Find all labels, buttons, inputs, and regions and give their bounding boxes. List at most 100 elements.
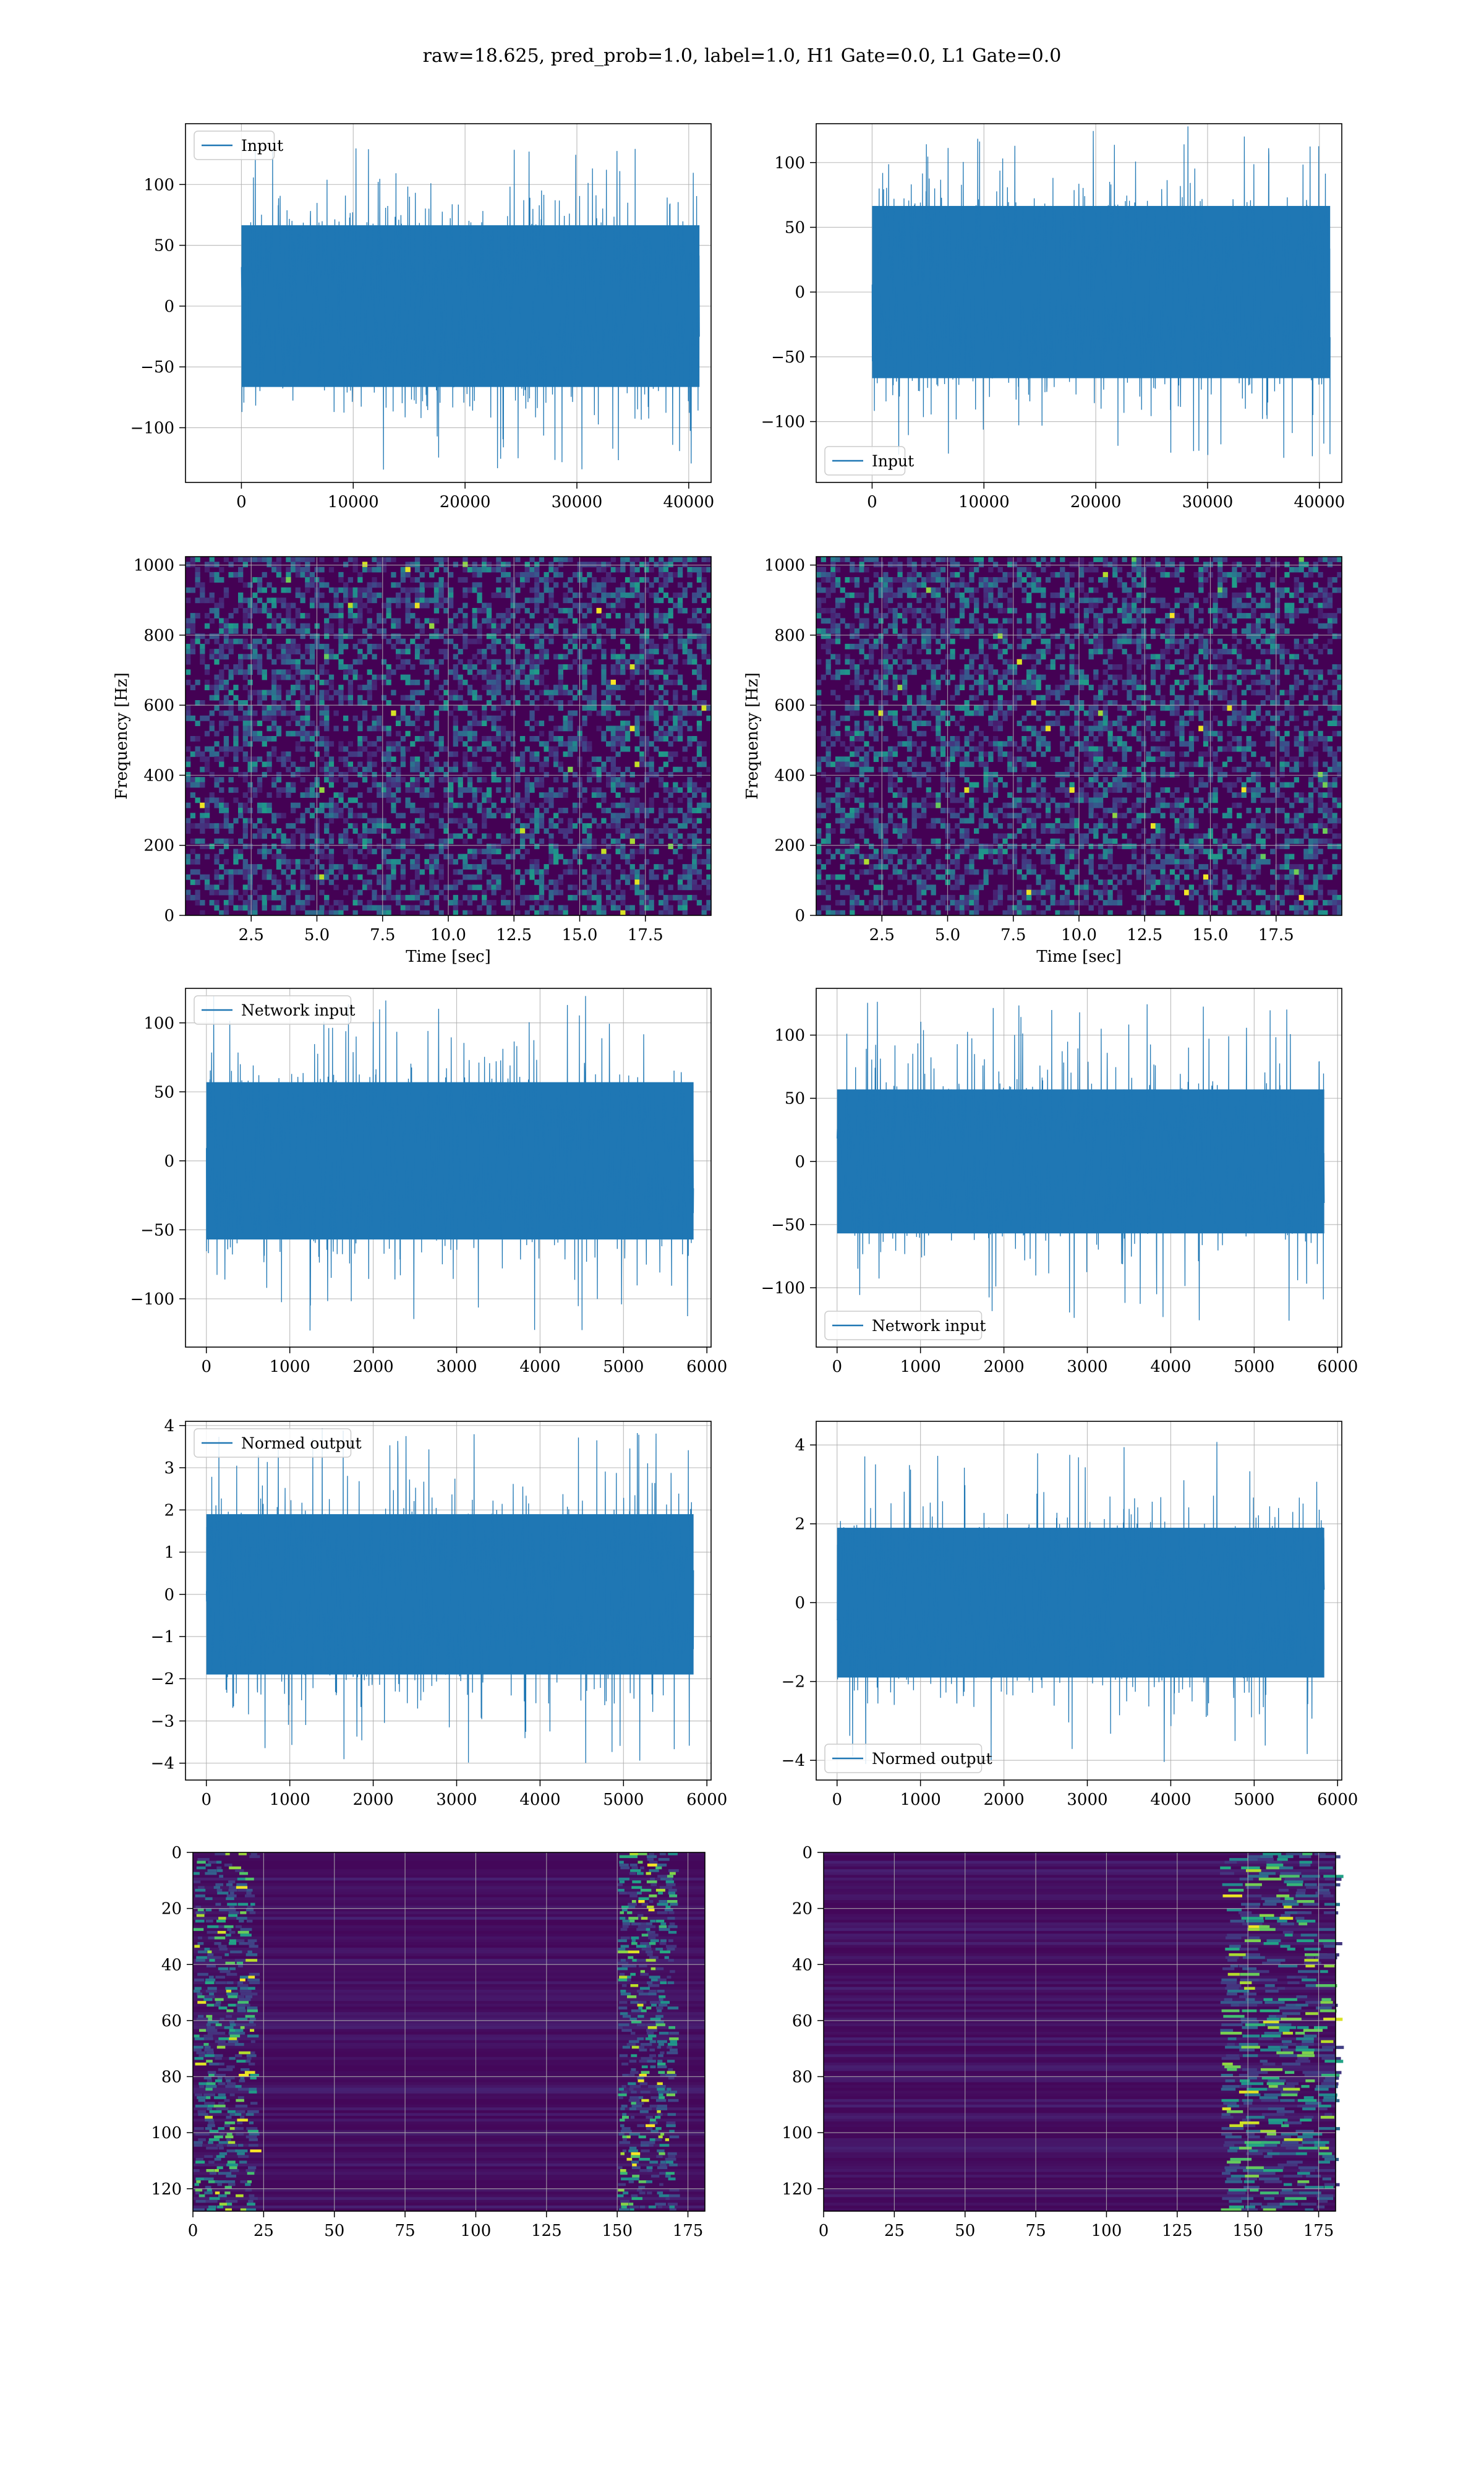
heat-cell <box>591 587 597 593</box>
heat-cell <box>906 766 913 773</box>
heat-cell <box>978 854 984 860</box>
heat-cell <box>352 562 358 568</box>
heat-cell <box>352 659 358 665</box>
heat-cell <box>706 905 712 911</box>
heat-cell <box>267 690 272 696</box>
heat-cell <box>1002 741 1008 747</box>
heat-cell <box>992 813 999 819</box>
heat-cell <box>916 571 922 578</box>
heat-cell <box>916 746 922 752</box>
heat-cell <box>1012 607 1018 614</box>
heat-cell <box>936 730 941 737</box>
heat-cell <box>410 838 416 844</box>
heat-cell <box>482 607 487 614</box>
heat-cell <box>591 905 597 911</box>
heat-cell <box>186 710 191 716</box>
heat-cell <box>333 587 339 593</box>
heat-cell <box>850 730 855 737</box>
heat-cell <box>505 577 511 583</box>
heat-cell <box>959 602 965 609</box>
heat-cell <box>486 567 492 573</box>
heat-cell <box>644 833 650 839</box>
heat-cell <box>396 741 401 747</box>
heat-cell <box>228 838 234 844</box>
heat-cell <box>501 567 506 573</box>
heat-cell <box>677 721 683 726</box>
x-tick-label: 0 <box>236 493 247 511</box>
heat-cell <box>558 607 564 614</box>
heat-cell <box>835 808 841 813</box>
heat-cell <box>477 808 482 813</box>
heat-cell <box>692 557 697 562</box>
heat-cell <box>821 864 827 870</box>
heat-cell <box>510 756 516 762</box>
heat-cell <box>701 741 707 747</box>
heat-cell <box>223 844 229 849</box>
heat-cell <box>1002 813 1008 819</box>
heat-cell <box>978 880 984 885</box>
heat-cell <box>696 577 702 583</box>
heat-cell <box>883 659 889 665</box>
heat-cell <box>529 782 535 788</box>
heat-cell <box>209 597 215 604</box>
heat-cell <box>854 797 860 803</box>
heat-cell <box>568 838 573 844</box>
heat-cell <box>214 638 220 644</box>
heat-cell <box>319 582 325 588</box>
heat-cell <box>591 643 597 649</box>
heat-cell <box>214 659 220 665</box>
heat-cell <box>443 854 449 860</box>
heat-cell <box>816 679 822 685</box>
heat-cell <box>501 746 506 752</box>
heat-cell <box>964 761 970 768</box>
heat-cell <box>558 792 564 798</box>
heat-cell <box>424 833 430 839</box>
heat-cell <box>242 638 249 644</box>
heat-cell <box>219 643 224 649</box>
heat-cell <box>410 880 416 885</box>
heat-cell <box>515 772 521 777</box>
heat-cell <box>219 654 224 660</box>
heat-cell <box>367 849 372 855</box>
heat-cell <box>267 726 272 732</box>
heat-cell <box>625 593 631 598</box>
heat-cell <box>639 643 645 649</box>
heat-cell <box>501 900 506 905</box>
heat-cell <box>706 874 712 880</box>
heat-cell <box>701 705 707 711</box>
heat-cell <box>629 874 635 880</box>
heat-cell <box>615 613 621 618</box>
heat-cell <box>228 623 234 629</box>
heat-cell <box>845 884 850 891</box>
heat-cell <box>242 685 249 690</box>
heat-cell <box>309 643 315 649</box>
heat-cell <box>997 567 1003 573</box>
heat-cell <box>639 900 645 905</box>
heat-cell <box>333 910 339 916</box>
heat-cell <box>988 741 994 747</box>
heat-cell <box>663 751 669 757</box>
heat-cell <box>247 910 253 916</box>
heat-cell <box>974 669 979 675</box>
heat-cell <box>381 792 387 798</box>
heat-cell <box>955 593 960 598</box>
heat-cell <box>453 726 459 732</box>
heat-cell <box>1002 715 1008 721</box>
heat-cell <box>663 577 669 583</box>
heat-cell <box>295 649 301 654</box>
heat-cell <box>921 659 927 665</box>
heat-cell <box>396 721 401 726</box>
heat-cell <box>634 874 640 880</box>
heat-cell <box>228 628 234 634</box>
heat-cell <box>276 905 282 911</box>
heat-cell <box>295 900 301 905</box>
heat-cell <box>190 823 196 829</box>
heat-cell <box>974 557 979 562</box>
heat-cell <box>396 649 401 654</box>
heat-cell <box>305 910 310 916</box>
heat-cell <box>291 643 296 649</box>
heat-cell <box>1007 705 1013 711</box>
heat-cell <box>568 633 573 640</box>
heat-cell <box>400 910 406 916</box>
heat-cell <box>582 582 587 588</box>
